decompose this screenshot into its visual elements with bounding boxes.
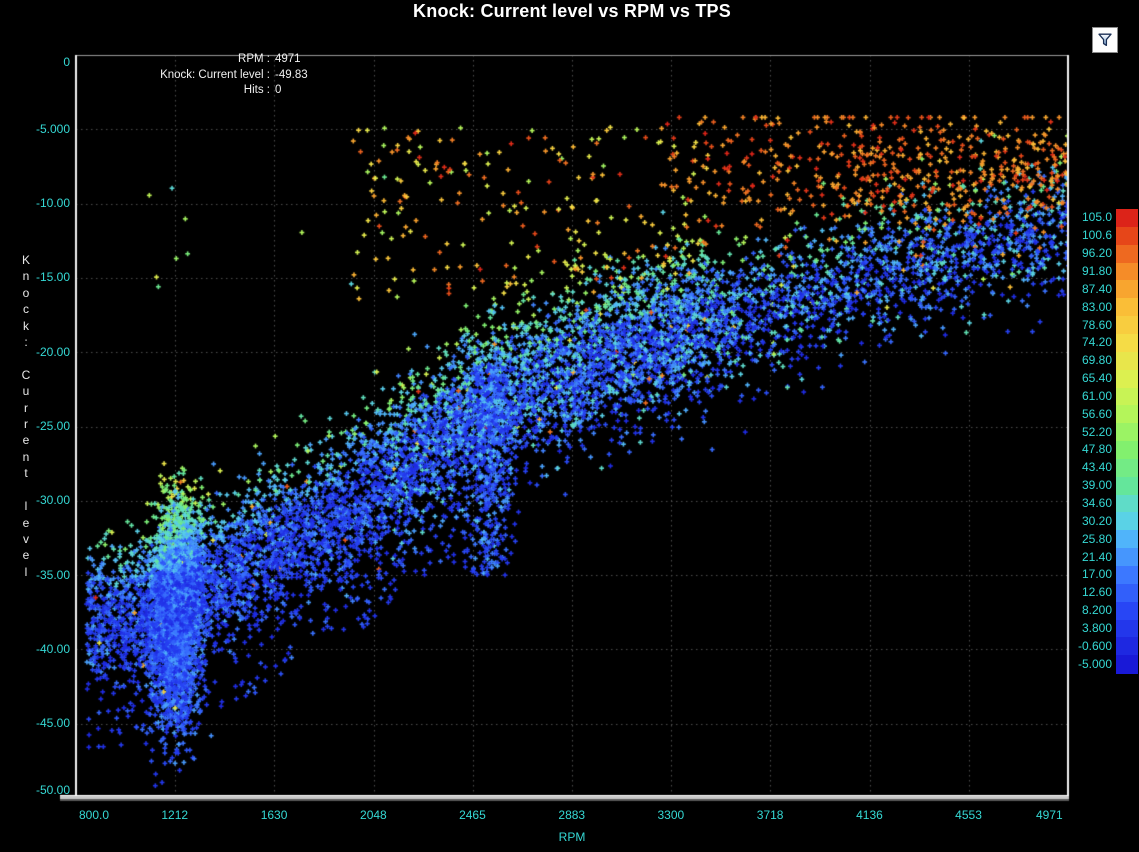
- x-tick-label: 2883: [558, 808, 586, 822]
- y-tick-label: -10.00: [35, 196, 70, 211]
- colorbar-swatch: [1116, 441, 1138, 460]
- colorbar-swatch: [1116, 476, 1138, 496]
- funnel-icon: [1098, 33, 1112, 47]
- colorbar-label: 8.200: [1081, 603, 1112, 618]
- filter-button[interactable]: [1092, 27, 1118, 53]
- x-tick-label: 1212: [161, 808, 189, 822]
- readout-line: Knock: Current level : -49.83: [92, 68, 308, 84]
- colorbar-label: 52.20: [1081, 424, 1112, 439]
- y-tick-label: -30.00: [35, 493, 70, 508]
- colorbar-label: 30.20: [1081, 513, 1112, 528]
- colorbar-label: 74.20: [1081, 335, 1112, 350]
- colorbar-label: 12.60: [1081, 585, 1112, 600]
- y-tick-label: -5.000: [35, 121, 70, 136]
- x-tick-label: 800.0: [79, 808, 110, 822]
- colorbar-label: 78.60: [1081, 317, 1112, 332]
- colorbar-swatch: [1116, 298, 1138, 317]
- readout-value: 0: [275, 84, 282, 96]
- colorbar-label: 100.6: [1081, 228, 1112, 243]
- colorbar-label: 21.40: [1081, 549, 1112, 564]
- colorbar-label: 39.00: [1081, 478, 1112, 493]
- colorbar-label: 17.00: [1081, 567, 1112, 582]
- readout-line: Hits : 0: [92, 83, 308, 99]
- colorbar-swatch: [1116, 637, 1138, 656]
- x-axis-title: RPM: [558, 830, 586, 844]
- y-tick-label: -40.00: [35, 641, 70, 656]
- colorbar-swatch: [1116, 566, 1138, 585]
- x-tick-label: 3300: [657, 808, 685, 822]
- colorbar-label: 91.80: [1081, 263, 1112, 278]
- x-tick-label: 2048: [360, 808, 387, 822]
- colorbar-swatch: [1116, 583, 1138, 603]
- colorbar-label: 65.40: [1081, 371, 1112, 386]
- colorbar-swatch: [1116, 316, 1138, 335]
- x-tick-label: 3718: [756, 808, 784, 822]
- colorbar-label: 3.800: [1081, 620, 1112, 635]
- colorbar-label: 56.60: [1081, 406, 1112, 421]
- x-tick-label: 1630: [260, 808, 288, 822]
- x-tick-label: 4971: [1036, 808, 1063, 822]
- readout-label: Knock: Current level :: [160, 68, 270, 81]
- colorbar-swatch: [1116, 387, 1138, 406]
- colorbar-label: 43.40: [1081, 460, 1112, 475]
- x-tick-label: 4553: [955, 808, 982, 822]
- colorbar-label: 105.0: [1081, 210, 1112, 225]
- y-tick-label: -50.00: [35, 782, 70, 797]
- colorbar-swatch: [1116, 548, 1138, 567]
- colorbar-label: 96.20: [1081, 246, 1112, 261]
- colorbar-swatch: [1116, 226, 1138, 246]
- colorbar-label: -5.000: [1077, 656, 1112, 671]
- colorbar-label: -0.600: [1077, 638, 1112, 653]
- x-tick-label: 2465: [459, 808, 486, 822]
- readout-value: -49.83: [275, 68, 308, 81]
- chart-title: Knock: Current level vs RPM vs TPS: [413, 1, 731, 21]
- y-tick-label: 0: [63, 54, 70, 69]
- y-tick-label: -25.00: [35, 419, 70, 433]
- colorbar-swatch: [1116, 405, 1138, 424]
- readout-line: RPM : 4971: [92, 52, 308, 68]
- colorbar-label: 83.00: [1081, 299, 1112, 314]
- colorbar-swatch: [1116, 333, 1138, 353]
- colorbar-swatch: [1116, 655, 1138, 674]
- y-tick-label: -15.00: [35, 270, 70, 285]
- cursor-readout: RPM : 4971 Knock: Current level : -49.83…: [92, 52, 308, 99]
- y-tick-label: -35.00: [35, 567, 70, 582]
- readout-label: Hits :: [243, 84, 270, 96]
- colorbar-swatch: [1116, 458, 1138, 478]
- y-axis-title: K n o c k : C u r r e n t l e v e l: [21, 253, 31, 579]
- colorbar-swatch: [1116, 619, 1138, 638]
- colorbar-swatch: [1116, 369, 1138, 388]
- colorbar-swatch: [1116, 280, 1138, 299]
- colorbar-swatch: [1116, 244, 1138, 264]
- colorbar-label: 47.80: [1081, 442, 1112, 457]
- colorbar-swatch: [1116, 494, 1138, 513]
- colorbar-swatch: [1116, 209, 1138, 228]
- colorbar-label: 25.80: [1081, 531, 1112, 546]
- readout-label: RPM :: [238, 53, 270, 65]
- colorbar-swatch: [1116, 530, 1138, 549]
- colorbar-swatch: [1116, 262, 1138, 281]
- colorbar-swatch: [1116, 351, 1138, 371]
- y-tick-label: -45.00: [35, 716, 70, 731]
- colorbar-swatch: [1116, 512, 1138, 531]
- colorbar-swatch: [1116, 423, 1138, 442]
- colorbar-label: 87.40: [1081, 281, 1112, 296]
- x-tick-label: 4136: [856, 808, 883, 822]
- readout-value: 4971: [275, 53, 301, 65]
- y-tick-label: -20.00: [35, 344, 70, 359]
- colorbar-swatch: [1116, 601, 1138, 621]
- colorbar-label: 34.60: [1081, 496, 1112, 511]
- colorbar-label: 61.00: [1081, 388, 1112, 403]
- colorbar-label: 69.80: [1081, 353, 1112, 368]
